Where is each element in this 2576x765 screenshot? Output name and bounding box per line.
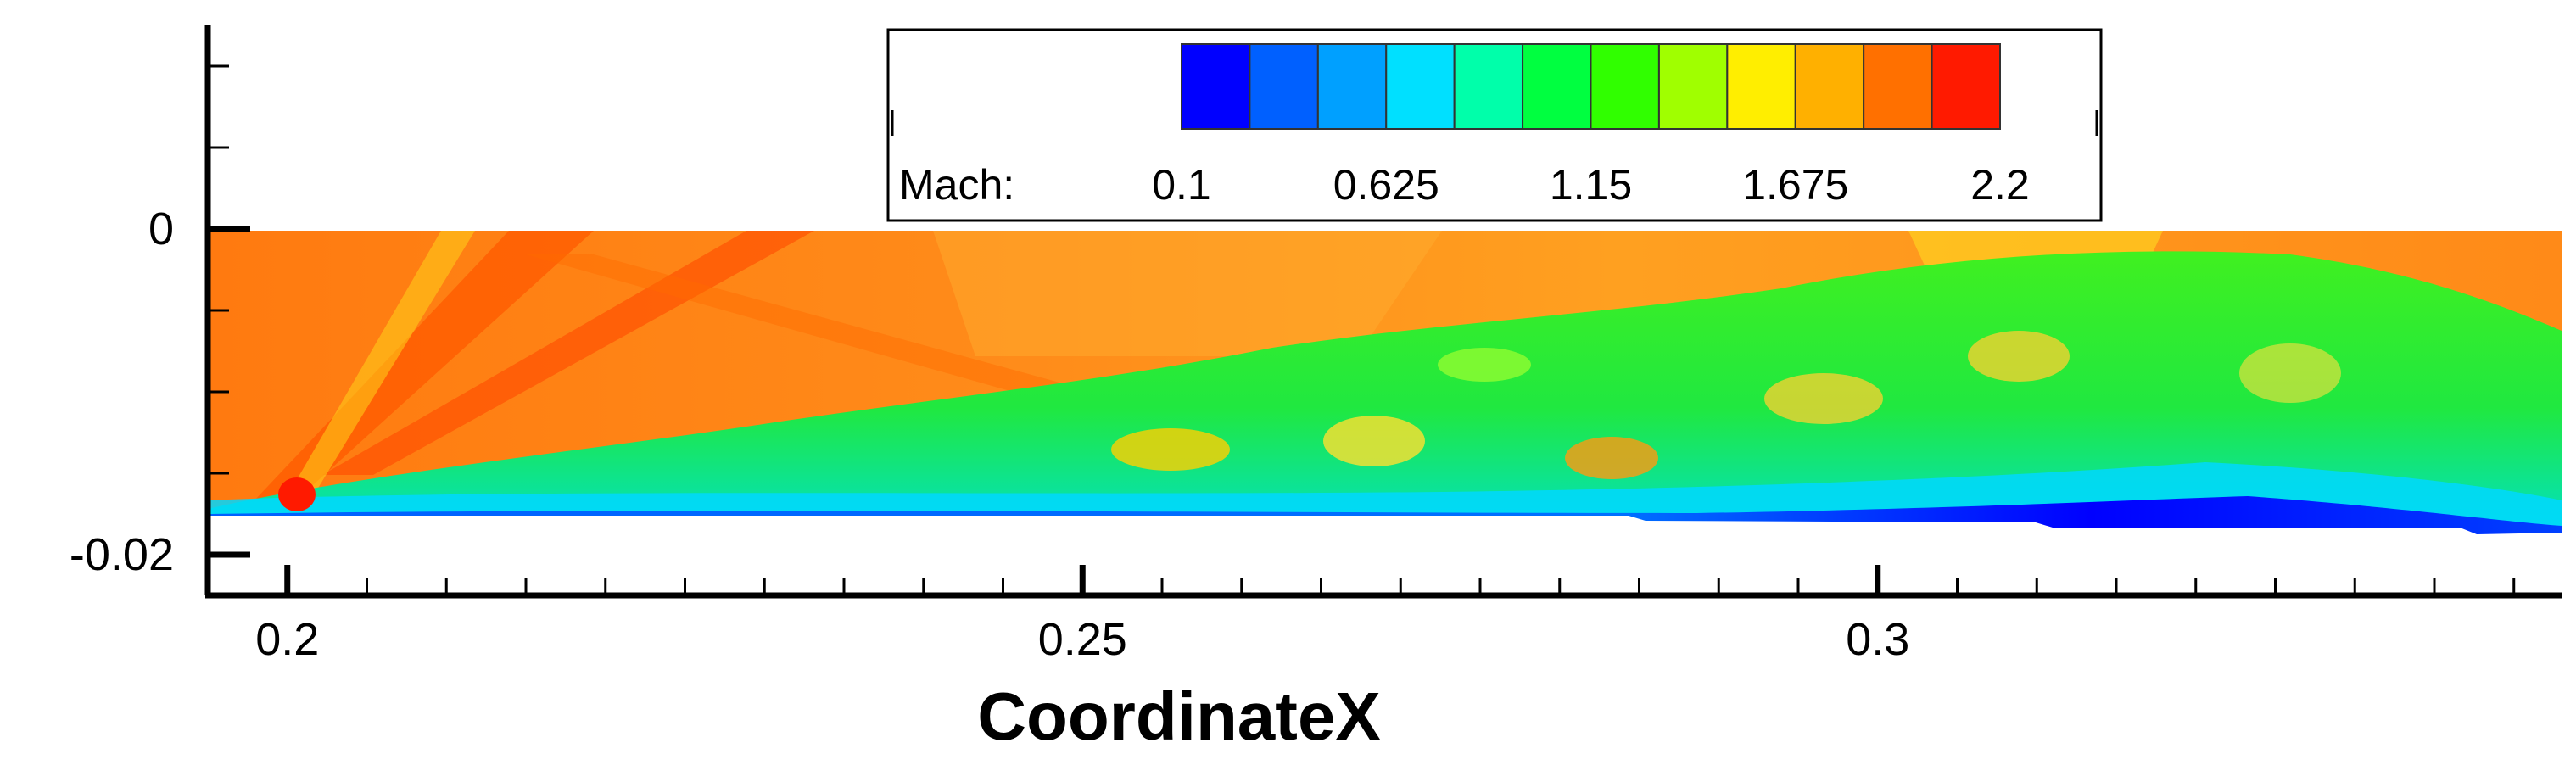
colorbar-cell: [1863, 43, 1933, 130]
y-tick-label: 0: [148, 204, 174, 254]
mixing-eddy: [1565, 437, 1658, 479]
colorbar-cell: [1385, 43, 1456, 130]
colorbar-tick-label: 0.625: [1333, 161, 1439, 209]
x-tick-label: 0.3: [1846, 614, 1909, 665]
y-ticks: [208, 64, 250, 558]
mixing-eddy: [1323, 416, 1425, 466]
mixing-layer: [208, 251, 2562, 536]
colorbar-cell: [1590, 43, 1660, 130]
expansion-fan: [280, 231, 475, 509]
light-region: [933, 231, 1442, 356]
colorbar-tick-label: 2.2: [1970, 161, 2030, 209]
colorbar-tick-label: 0.1: [1152, 161, 1211, 209]
flow-field: [208, 231, 2562, 536]
colorbar-tick-label: 1.15: [1550, 161, 1632, 209]
colorbar-cell: [1249, 43, 1319, 130]
x-ticks: [206, 565, 2516, 595]
mixing-eddy: [1764, 373, 1883, 424]
colorbar-cell: [1794, 43, 1865, 130]
colorbar-cell: [1316, 43, 1388, 130]
mixing-eddy: [2239, 343, 2341, 403]
mixing-eddy: [1968, 331, 2070, 382]
below-wall-blank: [208, 516, 2562, 585]
colorbar-cell: [1726, 43, 1796, 130]
colorbar-cell: [1931, 43, 2001, 130]
colorbar-variable-label: Mach:: [899, 161, 1014, 209]
colorbar-cell: [1522, 43, 1592, 130]
colorbar-cells: [1181, 43, 2001, 130]
mixing-eddy: [1111, 428, 1230, 471]
x-tick-label: 0.25: [1038, 614, 1127, 665]
colorbar-cell: [1453, 43, 1524, 130]
mixing-eddy: [1438, 348, 1531, 382]
y-tick-label: -0.02: [70, 529, 174, 580]
x-tick-label: 0.2: [255, 614, 319, 665]
colorbar-legend: Mach: 0.1 0.625 1.15 1.675 2.2: [886, 28, 2103, 222]
x-axis-title: CoordinateX: [977, 678, 1381, 754]
shock-band: [322, 231, 814, 475]
colorbar-tick-label: 1.675: [1742, 161, 1848, 209]
colorbar-cell: [1657, 43, 1729, 130]
colorbar-cell: [1181, 43, 1251, 130]
injection-hotspot: [278, 477, 316, 511]
